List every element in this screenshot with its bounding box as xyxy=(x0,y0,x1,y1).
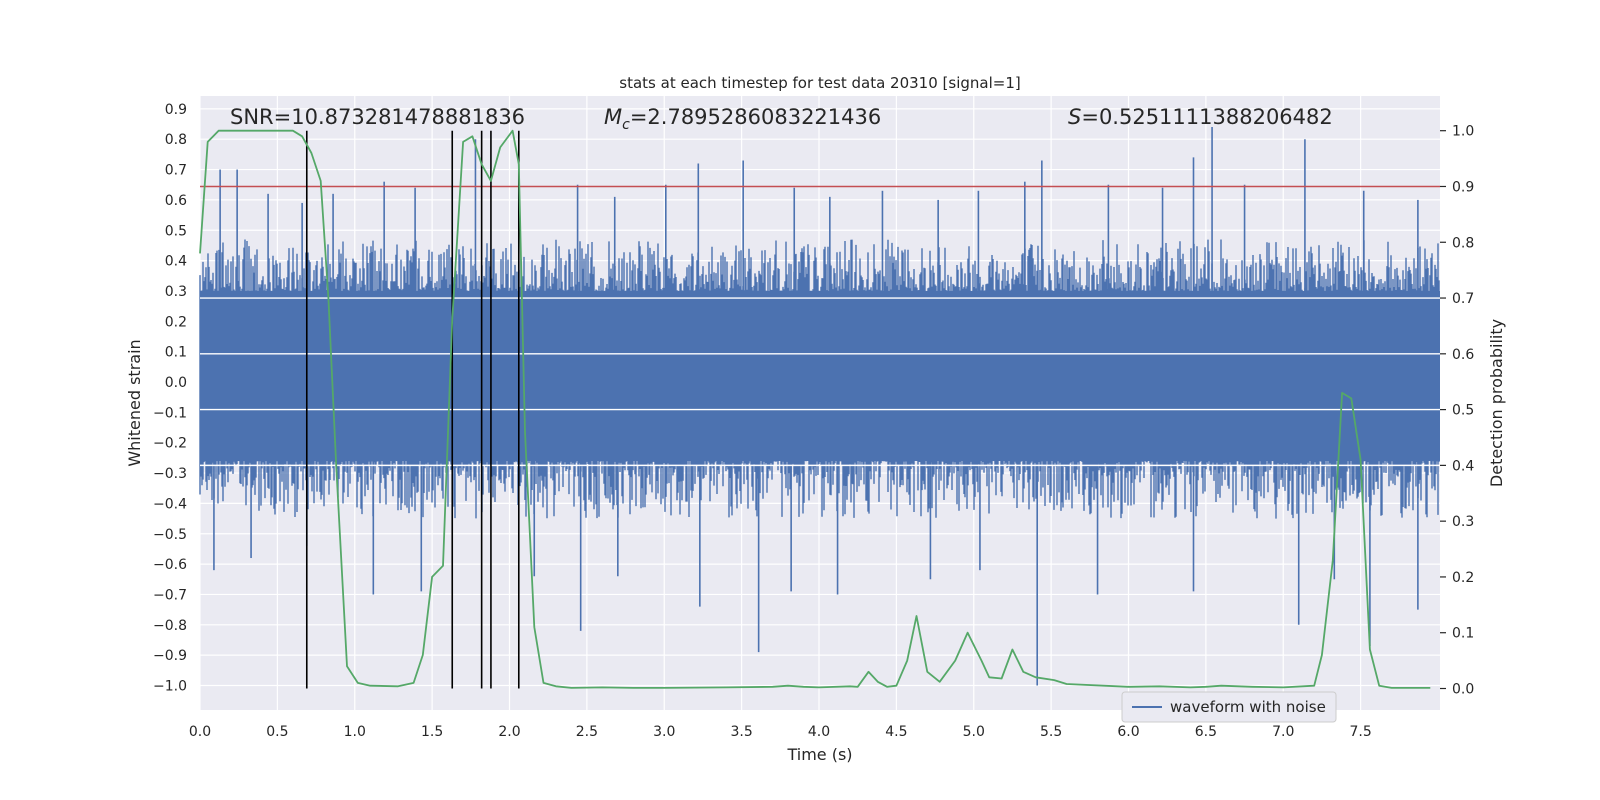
x-tick-label: 4.0 xyxy=(808,724,830,740)
left-tick-label: −0.9 xyxy=(153,648,187,664)
x-tick-label: 7.0 xyxy=(1272,724,1294,740)
chirp-mass-symbol: M xyxy=(604,105,622,129)
right-tick-label: 0.6 xyxy=(1452,347,1474,363)
left-tick-label: 0.9 xyxy=(165,102,187,118)
x-tick-label: 4.5 xyxy=(885,724,907,740)
chirp-mass-annotation: Mc=2.7895286083221436 xyxy=(604,105,881,133)
s-symbol: S xyxy=(1068,105,1081,129)
left-tick-label: −1.0 xyxy=(153,679,187,695)
x-tick-label: 7.5 xyxy=(1349,724,1371,740)
left-tick-label: −0.8 xyxy=(153,618,187,634)
right-tick-label: 0.0 xyxy=(1452,682,1474,698)
legend-box xyxy=(1121,691,1337,723)
x-tick-label: 6.5 xyxy=(1195,724,1217,740)
x-tick-label: 2.0 xyxy=(498,724,520,740)
chirp-mass-subscript: c xyxy=(622,117,630,133)
x-tick-label: 6.0 xyxy=(1117,724,1139,740)
waveform-series xyxy=(199,127,1440,686)
grid-overlay xyxy=(200,297,1440,467)
left-tick-label: 0.2 xyxy=(165,314,187,330)
right-tick-label: 0.8 xyxy=(1452,235,1474,251)
left-axis-ticks: 0.9 0.8 0.7 0.6 0.5 0.4 0.3 0.2 0.1 0.0 −0.1 −0.2 −0… xyxy=(153,102,187,695)
probability-series xyxy=(199,129,1431,689)
left-tick-label: 0.7 xyxy=(165,163,187,179)
right-tick-label: 0.1 xyxy=(1452,626,1474,642)
probability-line xyxy=(199,129,1431,689)
x-tick-label: 5.0 xyxy=(963,724,985,740)
right-tick-label: 0.7 xyxy=(1452,291,1474,307)
right-axis-ticks: 1.0 0.9 0.8 0.7 0.6 0.5 0.4 0.3 0.2 0.1 0.0 xyxy=(1440,124,1474,698)
x-tick-label: 0.5 xyxy=(266,724,288,740)
left-tick-label: 0.5 xyxy=(165,223,187,239)
left-tick-label: −0.4 xyxy=(153,496,187,512)
left-tick-label: −0.1 xyxy=(153,405,187,421)
event-markers xyxy=(305,130,520,689)
right-tick-label: 1.0 xyxy=(1452,124,1474,140)
left-tick-label: −0.3 xyxy=(153,466,187,482)
x-tick-label: 5.5 xyxy=(1040,724,1062,740)
s-annotation: S=0.5251111388206482 xyxy=(1068,105,1333,129)
left-tick-label: 0.4 xyxy=(165,254,187,270)
right-tick-label: 0.4 xyxy=(1452,458,1474,474)
waveform-core xyxy=(200,290,1440,461)
left-tick-label: −0.7 xyxy=(153,587,187,603)
x-tick-label: 0.0 xyxy=(189,724,211,740)
chirp-mass-value: =2.7895286083221436 xyxy=(630,105,881,129)
left-tick-label: −0.2 xyxy=(153,436,187,452)
x-tick-label: 3.0 xyxy=(653,724,675,740)
x-axis-label: Time (s) xyxy=(786,745,852,764)
s-value: =0.5251111388206482 xyxy=(1081,105,1332,129)
snr-annotation: SNR=10.873281478881836 xyxy=(230,105,525,129)
left-tick-label: 0.1 xyxy=(165,345,187,361)
right-tick-label: 0.9 xyxy=(1452,179,1474,195)
left-tick-label: 0.6 xyxy=(165,193,187,209)
left-tick-label: −0.5 xyxy=(153,527,187,543)
x-axis-ticks: 0.0 0.5 1.0 1.5 2.0 2.5 3.0 3.5 4.0 4.5 5.0 5.5 6.0 6… xyxy=(189,724,1372,740)
y-axis-label-left: Whitened strain xyxy=(125,339,144,466)
legend-label: waveform with noise xyxy=(1170,698,1326,716)
x-tick-label: 1.0 xyxy=(344,724,366,740)
left-tick-label: −0.6 xyxy=(153,557,187,573)
right-tick-label: 0.3 xyxy=(1452,514,1474,530)
left-tick-label: 0.8 xyxy=(165,132,187,148)
chart-title: stats at each timestep for test data 203… xyxy=(619,74,1020,92)
x-tick-label: 2.5 xyxy=(576,724,598,740)
y-axis-label-right: Detection probability xyxy=(1487,319,1506,487)
right-tick-label: 0.2 xyxy=(1452,570,1474,586)
legend: waveform with noise xyxy=(1121,691,1337,723)
x-tick-label: 3.5 xyxy=(730,724,752,740)
x-tick-label: 1.5 xyxy=(421,724,443,740)
right-tick-label: 0.5 xyxy=(1452,403,1474,419)
left-tick-label: 0.3 xyxy=(165,284,187,300)
left-tick-label: 0.0 xyxy=(165,375,187,391)
